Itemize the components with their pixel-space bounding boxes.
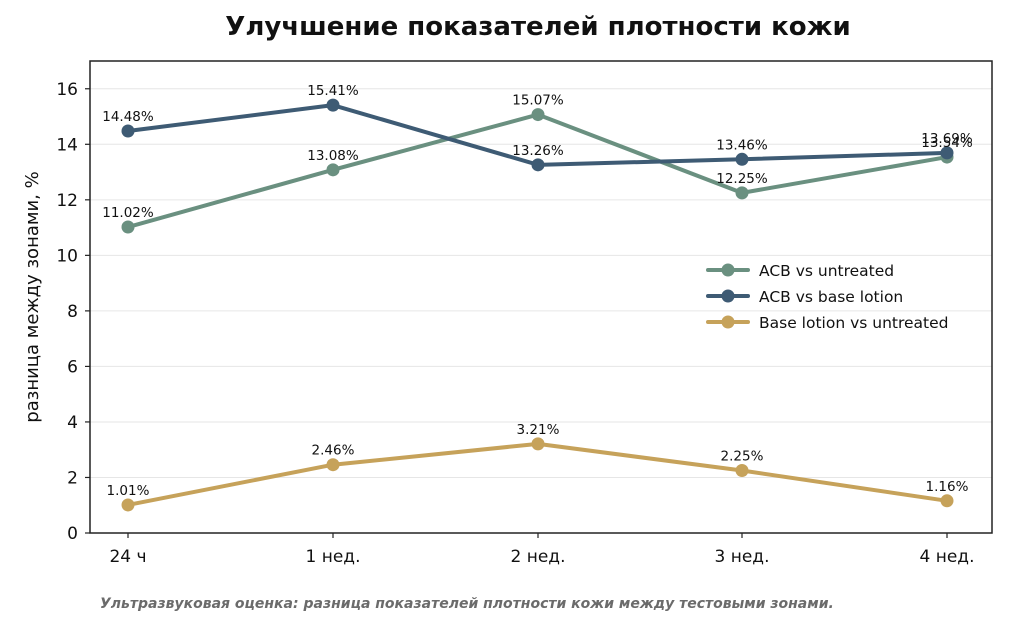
grid-lines [90,88,992,478]
x-tick-label-3: 3 нед. [715,547,770,567]
y-tick-label-5: 10 [56,246,78,266]
x-tick-label-1: 1 нед. [306,547,361,567]
series-1-point-3 [735,152,749,166]
series-1-label-4: 13.69% [921,131,973,147]
x-tick-label-0: 24 ч [109,547,146,567]
y-tick-label-3: 6 [67,357,78,377]
series-1-label-0: 14.48% [102,109,154,125]
series-2-label-1: 2.46% [312,443,355,459]
series-2-point-0 [121,498,135,512]
series-0-label-3: 12.25% [716,171,768,187]
y-tick-label-7: 14 [56,135,78,155]
series-lines [121,98,954,512]
y-tick-label-1: 2 [67,468,78,488]
series-1-point-0 [121,124,135,138]
series-2-label-2: 3.21% [517,422,560,438]
series-2-point-1 [326,458,340,472]
series-2-label-4: 1.16% [926,479,969,495]
plot-frame [89,60,993,534]
series-0-point-3 [735,186,749,200]
x-tick-label-2: 2 нед. [511,547,566,567]
series-0-point-2 [531,108,545,122]
y-tick-label-6: 12 [56,191,78,211]
series-2-label-3: 2.25% [721,449,764,465]
legend-label-0: ACB vs untreated [759,262,894,280]
series-0-point-0 [121,220,135,234]
y-tick-label-4: 8 [67,302,78,322]
data-labels: 11.02% 13.08% 15.07% 12.25% 13.54% 14.48% 15.4… [102,83,973,499]
chart-title: Улучшение показателей плотности кожи [225,12,851,42]
chart-caption: Ультразвуковая оценка: разница показател… [100,596,834,612]
legend: ACB vs untreated ACB vs base lotion Base l… [706,262,949,332]
series-1-point-2 [531,158,545,172]
series-2-point-2 [531,437,545,451]
series-0-label-2: 15.07% [512,93,564,109]
axes: 0 2 4 6 8 10 12 14 16 24 ч 1 нед. 2 нед. 3 нед. 4 нед… [56,60,993,567]
legend-label-2: Base lotion vs untreated [759,314,949,332]
series-line-2 [126,441,949,507]
series-0-label-0: 11.02% [102,205,154,221]
y-tick-label-8: 16 [56,80,78,100]
series-0-point-1 [326,163,340,177]
legend-marker-2 [721,315,735,329]
series-2-point-4 [940,494,954,508]
series-2-point-3 [735,464,749,478]
x-tick-label-4: 4 нед. [920,547,975,567]
legend-marker-0 [721,263,735,277]
series-1-label-3: 13.46% [716,137,768,153]
series-0-label-4: 13.54% [921,135,973,151]
legend-label-1: ACB vs base lotion [759,288,903,306]
series-1-point-1 [326,98,340,112]
legend-marker-1 [721,289,735,303]
series-1-point-4 [940,146,954,160]
series-0-label-1: 13.08% [307,148,359,164]
series-1-label-2: 13.26% [512,143,564,159]
y-tick-label-2: 4 [67,413,78,433]
series-1-label-1: 15.41% [307,83,359,99]
y-tick-label-0: 0 [67,524,78,544]
series-2-label-0: 1.01% [107,483,150,499]
y-axis-title: разница между зонами, % [22,171,43,422]
